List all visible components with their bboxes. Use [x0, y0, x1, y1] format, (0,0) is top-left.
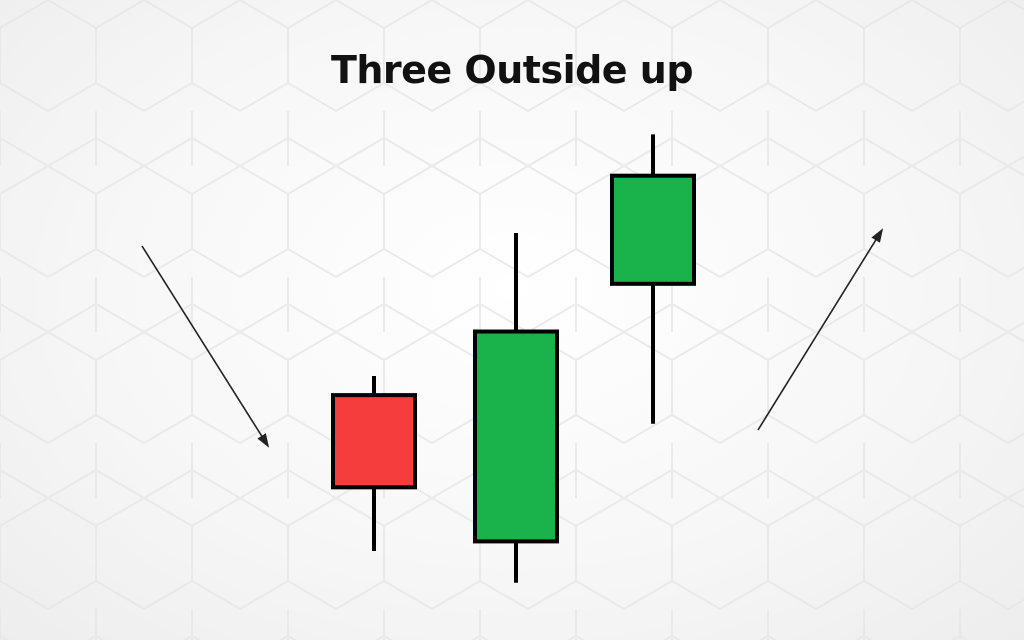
candle-body	[473, 329, 559, 544]
candle-2-bullish	[473, 232, 559, 583]
candle-body	[331, 393, 417, 490]
candles-group	[331, 134, 696, 583]
candle-1-bearish	[331, 376, 417, 551]
candle-3-bullish	[610, 134, 696, 424]
uptrend-arrow	[757, 228, 884, 431]
candle-body	[610, 173, 696, 286]
diagram-title: Three Outside up	[330, 48, 694, 92]
downtrend-arrow	[141, 245, 270, 448]
